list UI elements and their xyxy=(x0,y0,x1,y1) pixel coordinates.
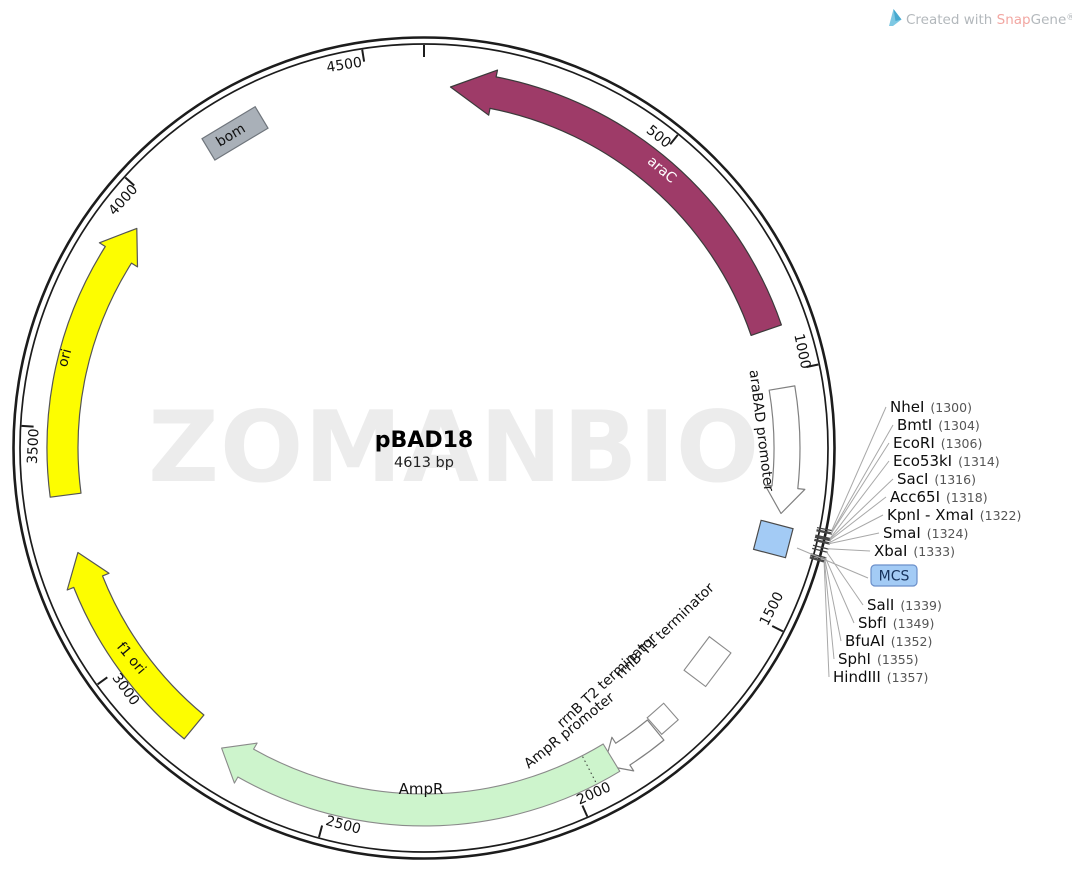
feature-label-AmpR: AmpR xyxy=(399,780,444,798)
leader-line-BmtI xyxy=(830,424,894,534)
enzyme-site-label-HindIII: HindIII (1357) xyxy=(833,668,928,686)
cut-site-stub-SphI xyxy=(809,556,826,562)
enzyme-site-label-EcoRI: EcoRI (1306) xyxy=(893,434,982,452)
leader-line-Eco53kI xyxy=(829,460,890,539)
leader-line-SalI xyxy=(826,551,864,606)
tick-label-1000: 1000 xyxy=(790,332,813,370)
cut-site-stub-EcoRI xyxy=(816,530,833,535)
mcs-badge-label: MCS xyxy=(879,569,910,585)
leader-line-NheI xyxy=(831,406,887,531)
tick-2500 xyxy=(318,825,324,838)
plasmid-size: 4613 bp xyxy=(394,455,454,471)
cut-site-stub-NheI xyxy=(816,526,833,532)
tick-4500 xyxy=(361,49,366,62)
leader-line-SacI xyxy=(829,478,894,540)
enzyme-site-label-SacI: SacI (1316) xyxy=(897,470,976,488)
enzyme-site-label-SbfI: SbfI (1349) xyxy=(858,614,934,632)
leader-line-SbfI xyxy=(824,557,855,624)
tick-2000 xyxy=(581,805,589,817)
snapgene-logo-icon-accent xyxy=(893,9,902,21)
plasmid-title-group: pBAD18 4613 bp xyxy=(375,428,473,471)
leader-line-SmaI xyxy=(828,532,880,545)
cut-site-stub-SmaI xyxy=(814,539,830,545)
cut-site-stub-BmtI xyxy=(816,529,833,534)
enzyme-site-labels: NheI (1300) BmtI (1304) EcoRI (1306) Eco53k… xyxy=(833,398,1021,686)
enzyme-site-label-SalI: SalI (1339) xyxy=(867,596,942,614)
cut-site-stub-SalI xyxy=(812,547,828,554)
feature-arrow-AmpR xyxy=(221,742,621,827)
enzyme-site-label-NheI: NheI (1300) xyxy=(890,398,972,416)
enzyme-site-label-SmaI: SmaI (1324) xyxy=(883,524,968,542)
feature-box-rrnB_T2_terminator xyxy=(646,702,680,736)
enzyme-site-label-Eco53kI: Eco53kI (1314) xyxy=(893,452,1000,470)
plasmid-ring-inner xyxy=(19,43,829,853)
cut-site-stub-Eco53kI xyxy=(815,534,832,540)
leader-line-MCS xyxy=(796,547,869,579)
feature-box-rrnB_T1_terminator xyxy=(683,635,732,688)
leader-line-EcoRI xyxy=(830,442,890,535)
enzyme-site-label-BfuAI: BfuAI (1352) xyxy=(845,632,932,650)
enzyme-site-label-XbaI: XbaI (1333) xyxy=(874,542,955,560)
page-watermark: ZOMANBIO xyxy=(148,391,760,505)
tick-3500 xyxy=(21,424,34,428)
plasmid-ring-outer xyxy=(12,36,836,860)
tick-500 xyxy=(669,134,679,145)
feature-box-MCS xyxy=(752,519,794,559)
tick-1000 xyxy=(806,363,819,368)
leader-line-Acc65I xyxy=(829,496,887,541)
mcs-badge-group: MCS xyxy=(870,564,918,587)
leader-line-SphI xyxy=(823,560,835,660)
cut-site-stub-Acc65I xyxy=(814,536,831,542)
snapgene-credit-text: Created with SnapGene® xyxy=(906,12,1072,28)
ampr-dotted-boundary xyxy=(582,756,597,784)
enzyme-site-label-SphI: SphI (1355) xyxy=(838,650,919,668)
feature-shapes-layer xyxy=(46,69,806,827)
leader-line-HindIII xyxy=(823,561,830,678)
feature-box-bom xyxy=(201,105,269,161)
cut-site-stub-SacI xyxy=(815,535,831,541)
enzyme-leader-lines xyxy=(796,406,894,678)
leader-line-BfuAI xyxy=(824,559,842,642)
enzyme-site-label-KpnI-XmaI: KpnI - XmaI (1322) xyxy=(887,506,1021,524)
mcs-badge xyxy=(870,564,918,587)
cut-site-stub-HindIII xyxy=(809,557,826,563)
snapgene-credit: Created with SnapGene® xyxy=(889,9,1072,28)
ruler-ticks: 500 1000 1500 2000 2500 3000 3500 4000 4… xyxy=(21,45,819,838)
cut-site-stub-KpnI-XmaI xyxy=(814,538,831,544)
leader-line-XbaI xyxy=(827,548,871,552)
enzyme-site-label-BmtI: BmtI (1304) xyxy=(897,416,980,434)
plasmid-name: pBAD18 xyxy=(375,428,473,453)
feature-arrow-araC xyxy=(449,69,782,336)
tick-label-4500: 4500 xyxy=(325,55,363,76)
tick-4000 xyxy=(124,176,135,187)
feature-arrow-ori xyxy=(46,227,139,498)
leader-line-KpnI-XmaI xyxy=(828,514,884,544)
cut-site-stub-XbaI xyxy=(812,544,829,550)
tick-1500 xyxy=(771,625,784,633)
enzyme-site-label-Acc65I: Acc65I (1318) xyxy=(890,488,988,506)
tick-label-3500: 3500 xyxy=(25,428,43,464)
feature-arrow-f1_ori xyxy=(66,551,205,740)
feature-arrow-araBAD_promoter xyxy=(764,385,806,515)
feature-label-ori: ori xyxy=(55,347,75,369)
tick-3000 xyxy=(97,676,108,686)
